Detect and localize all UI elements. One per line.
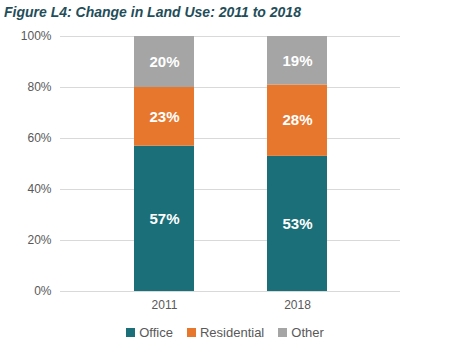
html-text:Residential: Residential (199, 324, 265, 340)
svg-text:53%: 53% (282, 215, 312, 232)
html-text:Other: Other (291, 324, 324, 340)
svg-text:57%: 57% (149, 210, 179, 227)
svg-text:60%: 60% (27, 131, 51, 145)
svg-text:23%: 23% (149, 108, 179, 125)
html-text:Figure L4: Change in Land Use:: Figure L4: Change in Land Use: 2011 to 2… (4, 4, 301, 20)
svg-text:2011: 2011 (152, 298, 178, 312)
svg-text:0%: 0% (34, 284, 52, 298)
svg-text:2018: 2018 (284, 298, 311, 312)
svg-text:20%: 20% (149, 53, 179, 70)
svg-text:28%: 28% (282, 111, 312, 128)
svg-text:40%: 40% (27, 182, 51, 196)
svg-text:20%: 20% (27, 233, 51, 247)
svg-text:80%: 80% (27, 80, 51, 94)
svg-text:100%: 100% (21, 29, 52, 43)
html-text:Office: Office (139, 324, 173, 340)
svg-text:19%: 19% (282, 52, 312, 69)
